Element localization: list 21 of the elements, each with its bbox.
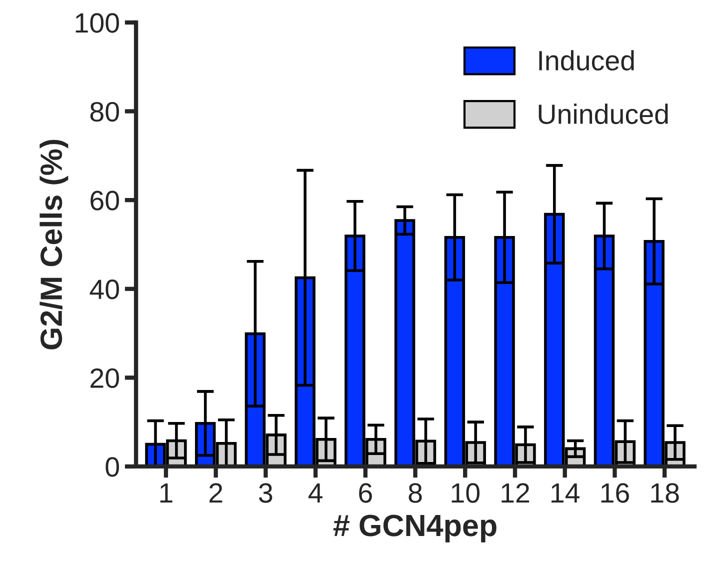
x-tick-label: 1 (160, 483, 172, 503)
x-tick-label: 2 (209, 483, 222, 503)
y-tick-label: 80 (90, 102, 119, 122)
x-tick-label: 14 (552, 483, 580, 503)
y-tick-label: 20 (90, 368, 119, 388)
y-tick-label: 100 (76, 13, 119, 33)
x-tick-label: 6 (359, 483, 372, 503)
y-tick-label: 0 (106, 457, 119, 477)
x-axis-title: # GCN4pep (333, 514, 496, 542)
x-tick-label: 16 (601, 483, 629, 503)
x-tick-label: 3 (259, 483, 272, 503)
legend-label: Induced (539, 50, 634, 71)
y-tick-label: 60 (90, 190, 119, 210)
x-tick-label: 10 (452, 483, 480, 503)
y-axis-title: G2/M Cells (%) (40, 140, 68, 350)
y-tick-label: 40 (90, 280, 119, 300)
x-tick-label: 12 (502, 483, 530, 503)
legend-label: Uninduced (538, 104, 668, 124)
x-tick-label: 8 (408, 483, 422, 503)
x-tick-label: 18 (651, 483, 679, 503)
x-tick-label: 4 (308, 483, 322, 503)
